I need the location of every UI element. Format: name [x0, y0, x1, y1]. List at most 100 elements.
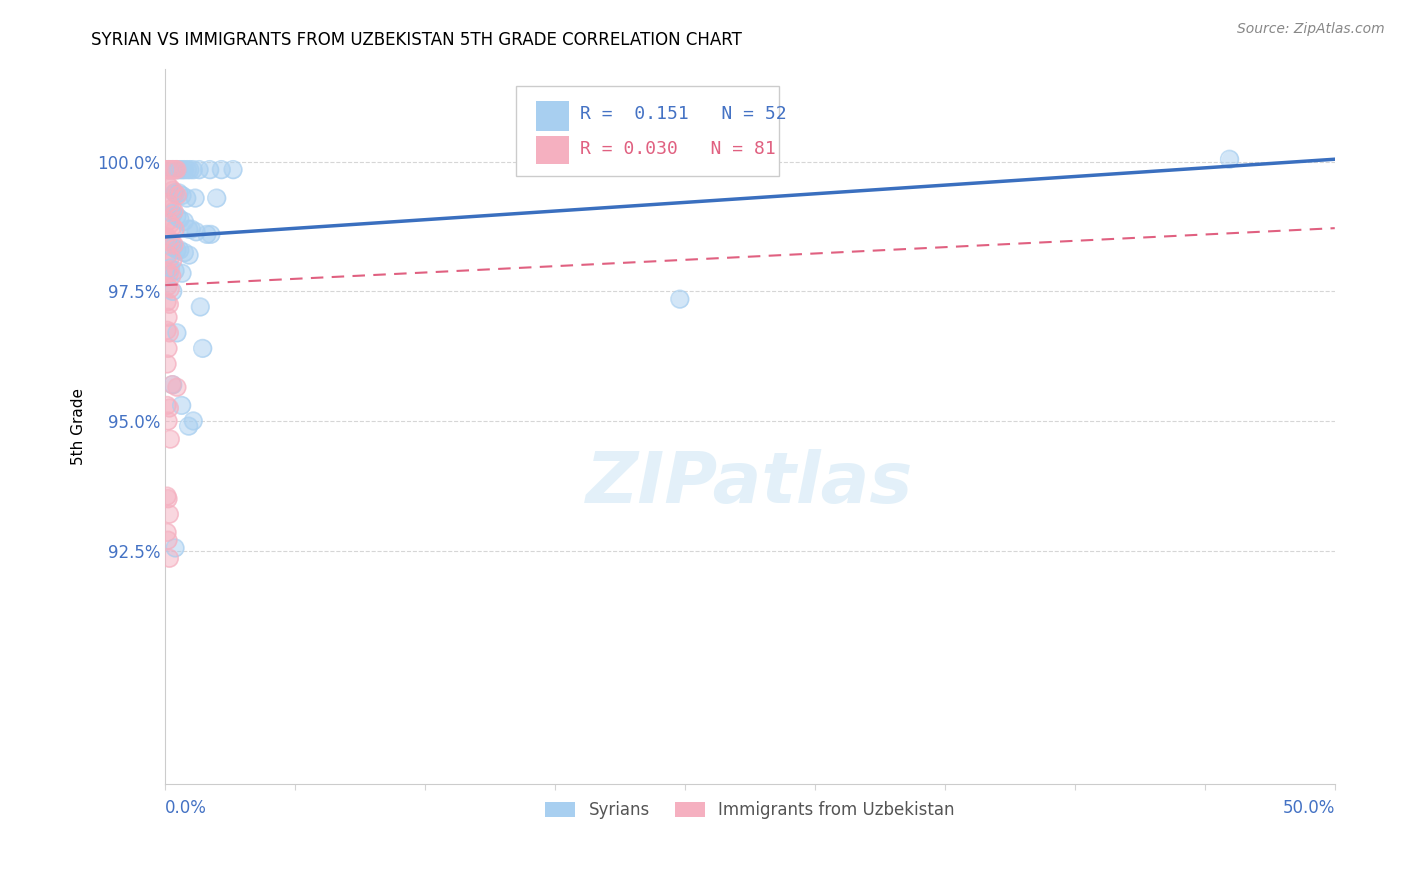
Point [198, 162, 221, 177]
FancyBboxPatch shape [516, 87, 779, 176]
Point [160, 162, 183, 177]
Point [159, 217, 181, 231]
Point [157, 162, 180, 177]
Point [209, 162, 232, 177]
Point [157, 279, 180, 293]
Point [200, 227, 222, 242]
Point [156, 294, 179, 309]
Point [173, 245, 195, 260]
Point [180, 222, 202, 236]
Point [162, 162, 184, 177]
Point [167, 186, 190, 200]
Point [156, 294, 179, 309]
Point [166, 209, 188, 223]
Point [162, 207, 184, 221]
Point [170, 188, 193, 202]
Text: ZIPatlas: ZIPatlas [586, 449, 914, 518]
Point [173, 162, 195, 177]
Point [155, 162, 177, 177]
Point [165, 162, 187, 177]
Y-axis label: 5th Grade: 5th Grade [72, 388, 86, 465]
Point [166, 380, 188, 394]
Point [156, 263, 179, 277]
Point [162, 285, 184, 299]
Point [198, 162, 221, 177]
Point [156, 196, 179, 211]
Point [179, 162, 201, 177]
Point [157, 491, 180, 506]
Point [157, 199, 180, 213]
Point [157, 233, 180, 247]
Point [163, 186, 186, 200]
Point [157, 162, 180, 177]
Point [195, 227, 218, 242]
Point [157, 401, 180, 415]
Point [162, 183, 184, 197]
Point [166, 188, 188, 202]
Point [157, 533, 180, 548]
Point [157, 233, 180, 247]
Point [162, 253, 184, 268]
Point [157, 248, 180, 262]
Point [157, 551, 180, 566]
Point [156, 489, 179, 503]
Point [157, 326, 180, 340]
Point [160, 235, 183, 249]
Point [184, 191, 207, 205]
Point [173, 214, 195, 228]
Point [156, 323, 179, 337]
Bar [536, 136, 568, 163]
Point [159, 162, 181, 177]
Text: SYRIAN VS IMMIGRANTS FROM UZBEKISTAN 5TH GRADE CORRELATION CHART: SYRIAN VS IMMIGRANTS FROM UZBEKISTAN 5TH… [91, 31, 742, 49]
Point [177, 248, 200, 262]
Point [160, 268, 183, 283]
Text: 50.0%: 50.0% [1282, 799, 1334, 817]
Point [166, 188, 188, 202]
Point [157, 178, 180, 193]
Point [162, 207, 184, 221]
Point [157, 279, 180, 293]
Point [222, 162, 245, 177]
Point [170, 266, 193, 280]
Point [163, 222, 186, 236]
Point [163, 263, 186, 277]
Point [166, 162, 188, 177]
Point [157, 507, 180, 521]
Point [156, 525, 179, 540]
Point [180, 222, 202, 236]
Point [167, 186, 190, 200]
Point [156, 196, 179, 211]
Point [157, 297, 180, 311]
Point [163, 237, 186, 252]
Point [159, 282, 181, 296]
Point [155, 162, 177, 177]
Point [181, 162, 204, 177]
Point [163, 186, 186, 200]
Point [157, 266, 180, 280]
Point [160, 162, 183, 177]
Point [181, 162, 204, 177]
Point [173, 162, 195, 177]
Point [179, 162, 201, 177]
Point [166, 326, 188, 340]
Point [156, 162, 179, 177]
Point [188, 300, 211, 314]
Point [170, 162, 193, 177]
Point [157, 310, 180, 325]
Point [200, 227, 222, 242]
Point [177, 419, 200, 434]
Point [162, 162, 184, 177]
Point [163, 263, 186, 277]
Point [177, 248, 200, 262]
Legend: Syrians, Immigrants from Uzbekistan: Syrians, Immigrants from Uzbekistan [538, 794, 962, 825]
Point [160, 202, 183, 216]
Point [162, 253, 184, 268]
Point [177, 222, 200, 236]
Point [157, 162, 180, 177]
Point [159, 217, 181, 231]
Point [169, 162, 191, 177]
Point [669, 292, 692, 306]
Point [163, 541, 186, 555]
Point [177, 222, 200, 236]
Point [163, 204, 186, 219]
